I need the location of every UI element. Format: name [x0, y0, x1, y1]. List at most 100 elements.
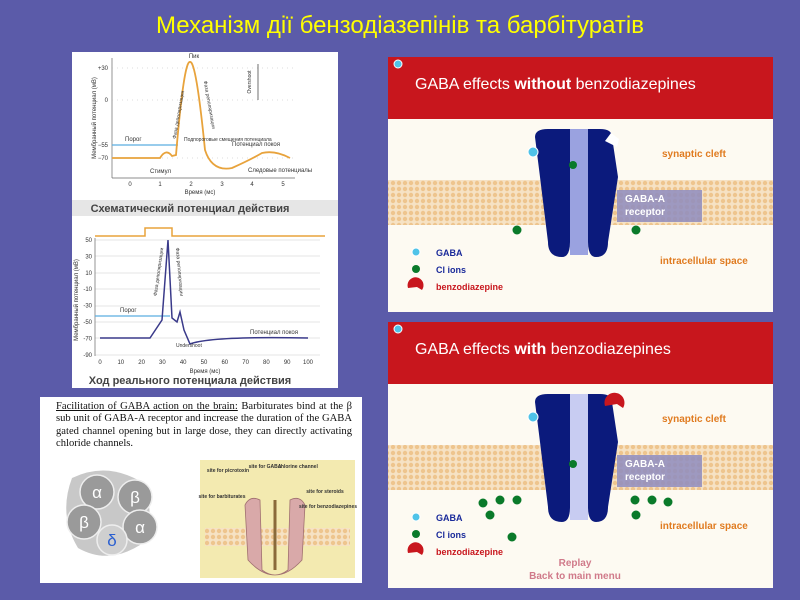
receptor-label: GABA-A: [625, 459, 665, 470]
title-part: GABA effects: [415, 76, 514, 93]
tick: -50: [83, 320, 92, 326]
title-part: benzodiazepines: [571, 76, 696, 93]
subunit: α: [135, 518, 145, 537]
caption: Схематический потенциал действия: [91, 203, 290, 215]
x-axis-label: Время (мс): [190, 369, 221, 375]
cl-ion: [485, 510, 495, 520]
tick: +30: [98, 66, 109, 72]
tick: 10: [117, 360, 124, 366]
tick: 30: [85, 254, 92, 260]
label: Undershoot: [176, 343, 202, 349]
tick: -70: [83, 336, 92, 342]
tick: -10: [83, 287, 92, 293]
label: Порог: [125, 137, 142, 143]
label: Порог: [120, 308, 137, 314]
tick: -30: [83, 304, 92, 310]
legend-bz: [407, 277, 424, 290]
legend-label: benzodiazepine: [436, 282, 503, 292]
title-part: GABA effects: [415, 341, 514, 358]
label: Потенциал покоя: [232, 142, 280, 148]
legend-gaba: [411, 512, 421, 522]
legend-label: GABA: [436, 513, 463, 523]
barbiturate-figure: α β α δ β site for picrotoxin site for G…: [40, 397, 362, 583]
text-lead: Facilitation of GABA action on the brain…: [56, 401, 238, 412]
action-potential-figure: Мембранный потенциал (мВ) +30 0 −55 −70 …: [72, 52, 338, 388]
tick: 0: [98, 360, 102, 366]
label: Потенциал покоя: [250, 330, 298, 336]
title-part: with: [513, 341, 546, 358]
title-part: without: [513, 76, 572, 93]
y-axis-label: Мембранный потенциал (мВ): [73, 259, 80, 341]
x-axis-label: Время (мс): [185, 190, 216, 196]
tick: 30: [159, 360, 166, 366]
menu-button[interactable]: Back to main menu: [529, 571, 621, 582]
legend-label: GABA: [436, 248, 463, 258]
cl-ion: [663, 497, 673, 507]
gaba-icon: [393, 59, 403, 69]
benzodiazepine-bound: [604, 392, 625, 408]
cl-ion: [507, 532, 517, 542]
cl-ion: [495, 495, 505, 505]
binding-site: [605, 133, 619, 147]
panel-title: GABA effects without benzodiazepines: [415, 76, 696, 93]
panel-header: [388, 57, 773, 119]
tick: 50: [85, 238, 92, 244]
tick: 80: [263, 360, 270, 366]
gaba-icon: [393, 324, 403, 334]
cl-ion: [631, 225, 641, 235]
site-label: site for GABA: [249, 464, 282, 470]
caption: Ход реального потенциала действия: [89, 375, 291, 387]
cl-ion: [569, 460, 577, 468]
label: Следовые потенциалы: [248, 168, 312, 174]
tick: 0: [128, 182, 132, 188]
subunit: β: [130, 488, 140, 507]
tick: −55: [98, 143, 109, 149]
tick: 100: [303, 360, 314, 366]
legend-label: Cl ions: [436, 265, 466, 275]
region-label: synaptic cleft: [662, 414, 727, 425]
receptor-label-bg: [617, 455, 702, 487]
tick: 2: [189, 182, 193, 188]
tick: 5: [281, 182, 285, 188]
cl-ion: [569, 161, 577, 169]
legend-bz: [407, 542, 424, 555]
region-label: intracellular space: [660, 256, 748, 267]
panel-header: [388, 322, 773, 384]
subunit: β: [79, 513, 89, 532]
tick: 90: [284, 360, 291, 366]
legend-cl: [412, 530, 420, 538]
cl-ion: [512, 495, 522, 505]
gaba: [527, 146, 539, 158]
receptor-label-bg: [617, 190, 702, 222]
tick: 4: [250, 182, 254, 188]
tick: 1: [158, 182, 162, 188]
gaba: [527, 411, 539, 423]
site-label: site for barbiturates: [199, 494, 246, 500]
site-label: site for steroids: [306, 489, 344, 495]
receptor: [535, 394, 618, 522]
cl-ion: [631, 510, 641, 520]
tick: 60: [221, 360, 228, 366]
channel: [570, 129, 588, 255]
tick: 3: [220, 182, 224, 188]
replay-button[interactable]: Replay: [559, 558, 592, 569]
subunit: δ: [107, 531, 116, 550]
barbiturate-text: Facilitation of GABA action on the brain…: [56, 401, 352, 451]
tick: 10: [85, 271, 92, 277]
receptor-label: receptor: [625, 472, 665, 483]
legend-label: Cl ions: [436, 530, 466, 540]
tick: 20: [138, 360, 145, 366]
legend-cl: [412, 265, 420, 273]
tick: 40: [180, 360, 187, 366]
tick: 70: [242, 360, 249, 366]
tick: 50: [201, 360, 208, 366]
tick: -90: [83, 353, 92, 359]
text-body: Barbiturates bind at the β sub unit of G…: [56, 401, 353, 450]
panel-title: GABA effects with benzodiazepines: [415, 341, 671, 358]
y-axis-label: Мембранный потенциал (мВ): [91, 77, 98, 159]
label: Пик: [189, 54, 200, 60]
label: Подпороговые смещения потенциала: [184, 137, 272, 143]
cl-ion: [630, 495, 640, 505]
